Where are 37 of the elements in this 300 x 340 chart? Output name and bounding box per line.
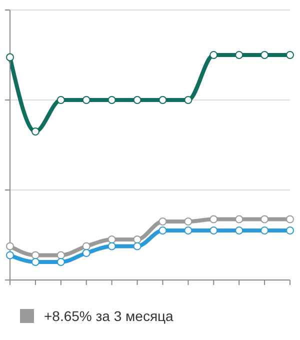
point xyxy=(184,226,192,234)
point xyxy=(133,236,142,244)
point xyxy=(210,226,218,234)
point xyxy=(235,51,244,59)
point xyxy=(108,96,116,104)
point xyxy=(56,258,65,266)
point xyxy=(82,242,90,250)
point xyxy=(82,249,90,257)
point xyxy=(235,215,244,224)
point xyxy=(235,226,244,234)
point xyxy=(31,258,40,266)
point xyxy=(210,51,218,59)
point xyxy=(286,51,294,59)
point xyxy=(56,251,65,260)
point xyxy=(286,215,294,224)
point xyxy=(184,218,192,226)
point xyxy=(6,53,14,62)
point xyxy=(82,96,90,104)
point xyxy=(158,226,167,234)
point xyxy=(133,242,142,250)
legend-label: +8.65% за 3 месяца xyxy=(44,308,174,324)
point xyxy=(158,96,167,104)
point xyxy=(260,226,269,234)
point xyxy=(56,96,65,104)
point xyxy=(6,251,14,260)
point xyxy=(286,226,294,234)
point xyxy=(260,51,269,59)
point xyxy=(260,215,269,224)
point xyxy=(108,242,116,250)
point xyxy=(31,251,40,260)
point xyxy=(158,218,167,226)
point xyxy=(31,128,40,136)
point xyxy=(133,96,142,104)
point xyxy=(210,215,218,224)
point xyxy=(108,236,116,244)
point xyxy=(184,96,192,104)
point xyxy=(6,242,14,250)
